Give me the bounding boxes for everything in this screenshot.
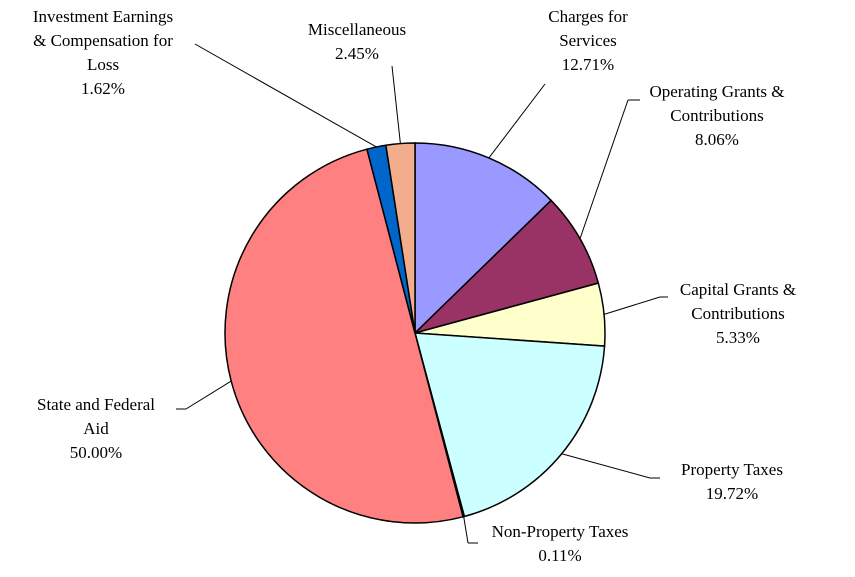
slice-label: Capital Grants & Contributions 5.33%	[680, 278, 796, 350]
leader-line	[194, 43, 377, 148]
value-label: 5.33%	[716, 328, 760, 347]
slice-label: Property Taxes 19.72%	[681, 458, 783, 506]
leader-line	[603, 296, 661, 315]
category-label: Capital Grants & Contributions	[679, 280, 797, 323]
pie-slice	[412, 199, 600, 335]
category-label: Property Taxes	[681, 460, 783, 479]
value-label: 19.72%	[705, 484, 759, 503]
value-label: 1.62%	[81, 79, 125, 98]
slice-label: Miscellaneous 2.45%	[308, 18, 406, 66]
pie-slice	[414, 142, 553, 335]
category-label: Charges for Services	[548, 7, 628, 50]
leader-line	[463, 516, 469, 544]
pie-slice	[224, 148, 464, 524]
value-label: 0.11%	[538, 546, 582, 565]
leader-line	[185, 380, 232, 410]
value-label: 2.45%	[335, 44, 379, 63]
pie-slice	[385, 142, 416, 334]
pie-slice	[414, 332, 606, 518]
slice-label: State and Federal Aid 50.00%	[37, 393, 155, 465]
slice-label: Investment Earnings & Compensation for L…	[33, 5, 173, 101]
leader-line	[579, 99, 629, 239]
value-label: 12.71%	[561, 55, 615, 74]
category-label: Miscellaneous	[307, 20, 407, 39]
leader-line	[391, 65, 401, 144]
value-label: 50.00%	[69, 443, 123, 462]
category-label: Non-Property Taxes	[491, 522, 629, 541]
slice-label: Non-Property Taxes 0.11%	[492, 520, 629, 568]
slice-label: Charges for Services 12.71%	[548, 5, 627, 77]
category-label: Operating Grants & Contributions	[649, 82, 785, 125]
slice-label: Operating Grants & Contributions 8.06%	[649, 80, 784, 152]
leader-line	[488, 83, 546, 159]
category-label: State and Federal Aid	[36, 395, 156, 438]
leader-line	[561, 453, 651, 479]
category-label: Investment Earnings & Compensation for L…	[32, 7, 174, 74]
value-label: 8.06%	[695, 130, 739, 149]
